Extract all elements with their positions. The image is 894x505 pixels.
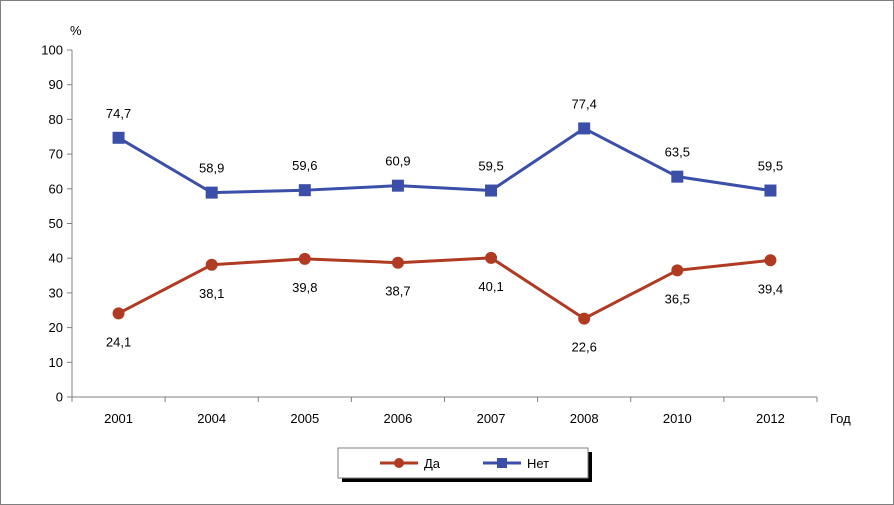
data-label: 59,5	[758, 159, 783, 174]
y-tick-label: 10	[49, 355, 63, 370]
x-tick-label: 2010	[663, 411, 692, 426]
legend-label-net: Нет	[527, 456, 549, 471]
series-layer	[112, 122, 777, 325]
data-label: 36,5	[665, 291, 690, 306]
legend: Да Нет	[337, 447, 592, 482]
point-net	[112, 131, 125, 144]
y-tick-label: 30	[49, 285, 63, 300]
point-da	[112, 307, 125, 320]
x-tick-label: 2012	[756, 411, 785, 426]
data-labels: 24,1 38,1 39,8 38,7 40,1 22,6 36,5 39,4 74,7 58,9…	[106, 96, 783, 354]
data-label: 58,9	[199, 161, 224, 176]
y-tick-label: 100	[41, 43, 63, 58]
y-tick-label: 20	[49, 320, 63, 335]
y-tick-label: 80	[49, 112, 63, 127]
y-axis-label: %	[70, 23, 82, 38]
y-tick-label: 90	[49, 77, 63, 92]
legend-label-da: Да	[424, 456, 441, 471]
data-label: 74,7	[106, 106, 131, 121]
legend-box	[337, 447, 589, 479]
data-label: 40,1	[478, 279, 503, 294]
point-da	[578, 312, 591, 325]
point-net	[578, 122, 591, 135]
data-label: 59,6	[292, 158, 317, 173]
point-da	[205, 258, 218, 271]
point-net	[764, 184, 777, 197]
y-tick-label: 50	[49, 216, 63, 231]
point-da	[671, 264, 684, 277]
data-label: 38,7	[385, 284, 410, 299]
data-label: 60,9	[385, 154, 410, 169]
data-label: 39,8	[292, 280, 317, 295]
legend-marker-net	[497, 458, 507, 468]
data-label: 22,6	[572, 340, 597, 355]
y-tick-label: 70	[49, 147, 63, 162]
x-tick-label: 2008	[570, 411, 599, 426]
data-label: 59,5	[478, 159, 503, 174]
x-axis-label: Год	[830, 411, 851, 426]
data-label: 77,4	[572, 96, 597, 111]
x-tick-label: 2005	[290, 411, 319, 426]
point-da	[764, 254, 777, 267]
legend-marker-da	[394, 458, 404, 468]
point-da	[391, 256, 404, 269]
y-tick-label: 40	[49, 251, 63, 266]
x-tick-label: 2004	[197, 411, 226, 426]
point-net	[485, 184, 498, 197]
data-label: 38,1	[199, 286, 224, 301]
data-label: 24,1	[106, 334, 131, 349]
data-label: 63,5	[665, 145, 690, 160]
data-label: 39,4	[758, 281, 783, 296]
series-line-da	[117, 256, 771, 321]
point-da	[298, 252, 311, 265]
point-net	[298, 184, 311, 197]
point-net	[671, 170, 684, 183]
series-line-net	[117, 126, 771, 195]
x-tick-label: 2006	[383, 411, 412, 426]
axes: 0 10 20 30 40 50 60 70 80 90 100 2001 2004 2005 2006 20…	[41, 43, 818, 426]
y-tick-label: 60	[49, 181, 63, 196]
x-tick-label: 2001	[104, 411, 133, 426]
y-tick-label: 0	[56, 390, 63, 405]
point-da	[485, 251, 498, 264]
point-net	[391, 179, 404, 192]
x-tick-label: 2007	[477, 411, 506, 426]
point-net	[205, 186, 218, 199]
